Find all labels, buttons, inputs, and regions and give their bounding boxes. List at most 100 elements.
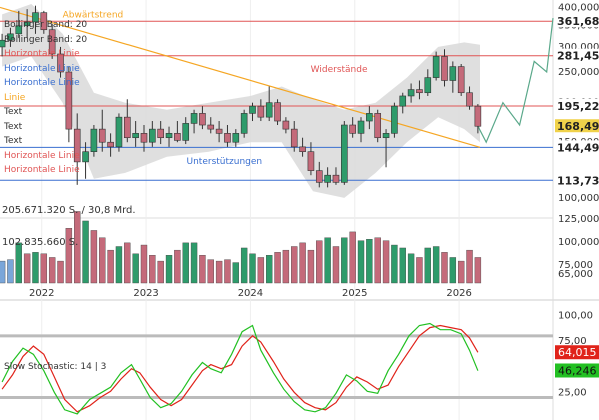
- candle: [274, 102, 281, 122]
- candle: [57, 53, 64, 73]
- volume-bar: [74, 211, 81, 284]
- horizontal-lines: [0, 20, 553, 181]
- volume-bar: [374, 237, 381, 284]
- candle: [182, 123, 190, 141]
- stochastic-line-1: [1, 324, 479, 413]
- volume-bar: [107, 249, 114, 284]
- year-tick-label: 2026: [446, 288, 471, 299]
- volume-bar: [48, 257, 56, 284]
- volume-bars: [0, 211, 482, 284]
- volume-bar: [357, 240, 365, 284]
- price-level-box: [555, 173, 599, 187]
- trendline: Abwärtstrend: [0, 6, 481, 148]
- legend-entry: Horizontale Linie: [4, 78, 80, 88]
- candle: [107, 141, 114, 148]
- price-level-box: [555, 14, 599, 28]
- candle: [366, 113, 373, 122]
- volume-bar: [474, 257, 482, 284]
- volume-bar: [7, 259, 14, 284]
- volume-bar: [57, 260, 64, 284]
- volume-bar: [132, 253, 139, 284]
- price-level-box: [555, 140, 599, 154]
- candle: [324, 174, 331, 183]
- volume-bar: [341, 237, 348, 284]
- legend-entry: Bollinger Band: 20: [4, 20, 88, 30]
- legend-entry: Text: [4, 107, 23, 117]
- volume-bar: [157, 260, 164, 284]
- volume-bar: [316, 240, 323, 284]
- volume-bar: [257, 257, 265, 284]
- candle: [341, 124, 348, 183]
- stochastic-lines: [1, 322, 479, 415]
- candle: [215, 128, 223, 134]
- candle: [207, 124, 215, 130]
- volume-bar: [382, 240, 390, 284]
- volume-bar: [416, 257, 423, 284]
- price-tick-label: 400,000: [558, 2, 599, 13]
- volume-bar: [90, 230, 98, 284]
- candle: [432, 56, 440, 78]
- volume-bar: [115, 246, 123, 284]
- bollinger-area: [2, 4, 480, 198]
- price-level-label: 361,682: [557, 15, 599, 28]
- stochastic-value-label: 46,246: [558, 364, 597, 377]
- candle: [40, 12, 48, 31]
- volume-bar: [466, 249, 473, 284]
- volume-legend-2: 102.835.660 S.: [2, 237, 79, 248]
- candle: [23, 21, 31, 27]
- volume-bar: [82, 220, 89, 284]
- volume-bar: [207, 259, 214, 284]
- volume-bar: [0, 260, 6, 284]
- volume-bar: [366, 238, 373, 284]
- volume-tick-label: 75,000: [558, 260, 593, 271]
- volume-bar: [349, 231, 356, 284]
- stochastic-tick-label: 75,00: [558, 336, 587, 347]
- candle: [15, 25, 23, 35]
- volume-bar: [324, 237, 331, 284]
- volume-bar: [15, 242, 22, 284]
- candle: [48, 29, 56, 55]
- candle: [282, 120, 290, 130]
- year-tick-label: 2022: [29, 288, 54, 299]
- candle: [257, 105, 265, 118]
- chart-annotation: Unterstützungen: [187, 157, 263, 167]
- candle: [249, 105, 256, 114]
- candle: [0, 39, 6, 48]
- candle: [32, 12, 39, 23]
- legend-entry: Linie: [4, 92, 26, 103]
- candle: [441, 56, 448, 81]
- candle: [265, 102, 273, 118]
- candle: [149, 128, 156, 143]
- abwaertstrend-line: [0, 6, 481, 148]
- volume-bar: [224, 259, 231, 284]
- candle: [424, 77, 432, 94]
- legend-entry: Horizontale Linie: [4, 63, 80, 74]
- volume-bar: [40, 253, 48, 284]
- year-tick-label: 2023: [133, 288, 158, 299]
- price-level-label: 144,497: [557, 141, 599, 154]
- volume-bar: [391, 244, 398, 284]
- price-tick-label: 100,000: [558, 193, 599, 204]
- candle: [123, 116, 131, 139]
- volume-bar: [240, 247, 248, 284]
- candle: [140, 133, 148, 143]
- candle: [449, 66, 457, 81]
- volume-bar: [424, 247, 431, 284]
- stochastic-line-2: [1, 322, 479, 415]
- candle: [357, 120, 365, 134]
- volume-bar: [265, 255, 273, 284]
- candle: [65, 71, 73, 130]
- forecast-path: [477, 18, 554, 144]
- volume-bar: [407, 253, 415, 284]
- year-tick-label: 2024: [238, 288, 263, 299]
- legend-entry: Bollinger Band: 20: [4, 34, 88, 45]
- volume-legend-1: 205.671.320 S. / 30,8 Mrd.: [2, 205, 136, 216]
- stochastic-tick-label: 25,00: [558, 387, 587, 398]
- volume-bar: [399, 247, 406, 284]
- volume-bar: [190, 242, 198, 284]
- candle: [474, 105, 482, 127]
- bollinger-band: [2, 4, 480, 198]
- candle: [240, 113, 248, 134]
- candle: [457, 66, 465, 94]
